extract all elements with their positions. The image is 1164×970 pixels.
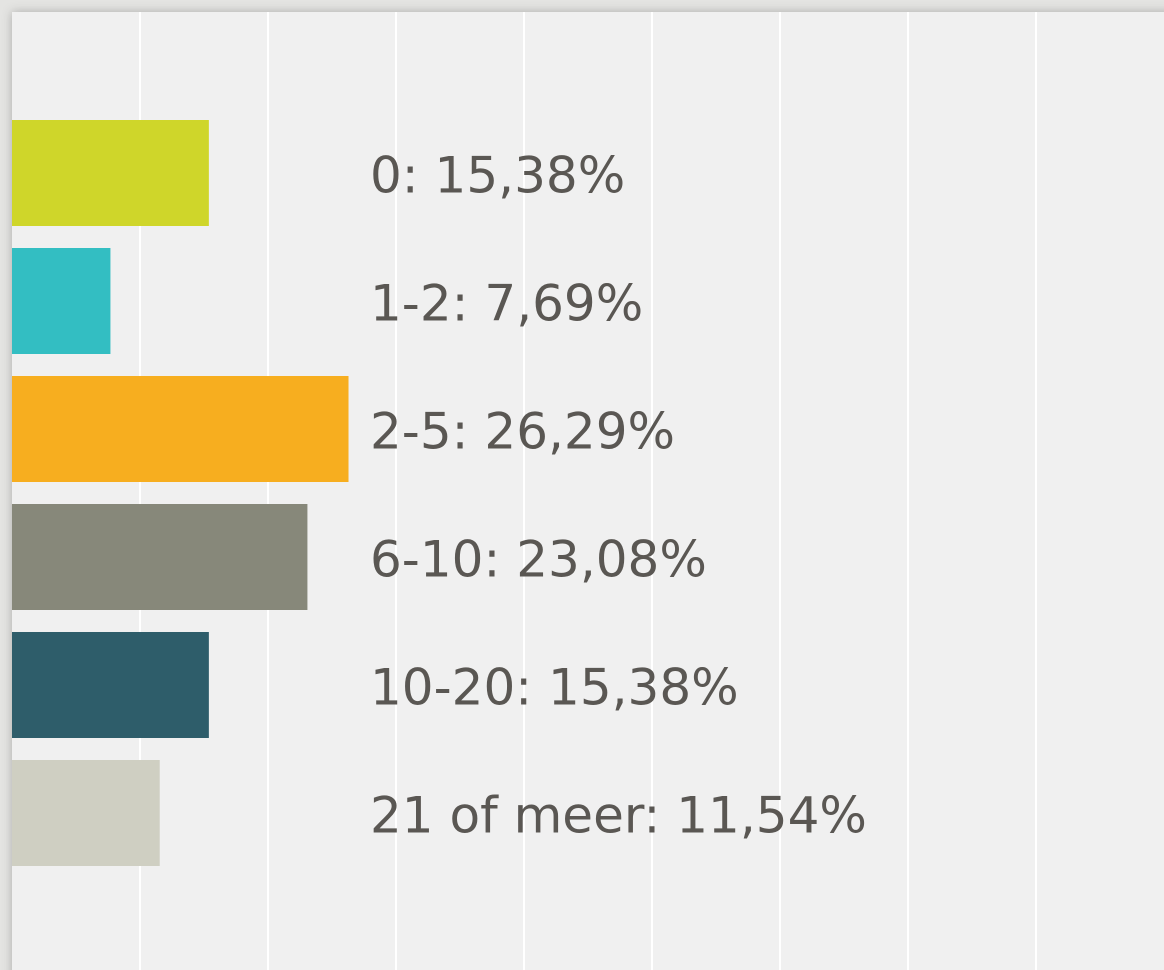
bar	[12, 120, 209, 226]
bar-label: 1-2: 7,69%	[370, 275, 643, 333]
bar	[12, 760, 160, 866]
bar-label: 2-5: 26,29%	[370, 403, 675, 461]
bar-label: 21 of meer: 11,54%	[370, 787, 867, 845]
bar	[12, 632, 209, 738]
bar-label: 0: 15,38%	[370, 147, 625, 205]
bar-label: 10-20: 15,38%	[370, 659, 739, 717]
bar	[12, 376, 349, 482]
bar	[12, 504, 308, 610]
bar	[12, 248, 111, 354]
bar-label: 6-10: 23,08%	[370, 531, 707, 589]
